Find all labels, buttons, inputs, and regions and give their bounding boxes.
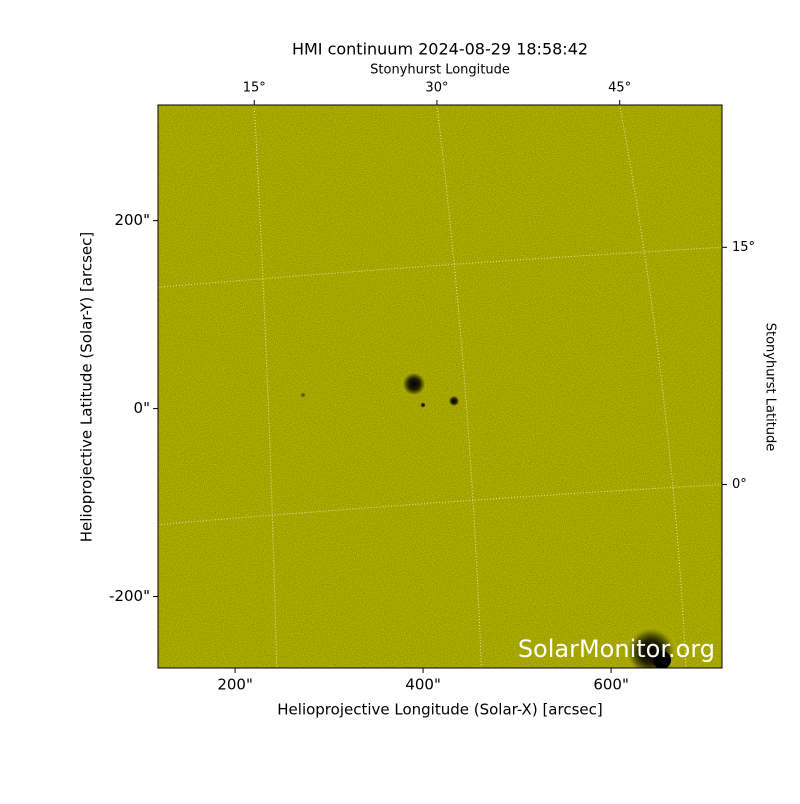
x2-tick-label: 45° — [608, 81, 631, 96]
longitude-grid-line — [436, 105, 482, 668]
watermark: SolarMonitor.org — [518, 635, 715, 663]
grid — [158, 105, 722, 668]
image-noise — [158, 105, 722, 668]
chart-title: HMI continuum 2024-08-29 18:58:42 — [292, 40, 588, 59]
x2-label: Stonyhurst Longitude — [370, 63, 510, 78]
y-tick-label: 0" — [134, 399, 150, 417]
y2-label: Stonyhurst Latitude — [763, 323, 778, 452]
y-label: Helioprojective Latitude (Solar-Y) [arcs… — [78, 232, 96, 542]
latitude-grid-line — [158, 246, 722, 288]
frame — [157, 104, 723, 669]
sunspots — [300, 371, 678, 668]
y2-tick-label: 0° — [732, 477, 747, 492]
longitude-grid-line — [253, 105, 278, 668]
x-tick-label: 200" — [217, 676, 253, 694]
x2-tick-label: 30° — [425, 81, 448, 96]
x-tick-label: 400" — [405, 676, 441, 694]
y2-tick-label: 15° — [732, 240, 755, 255]
y-tick-label: 200" — [114, 211, 150, 229]
x-label: Helioprojective Longitude (Solar-X) [arc… — [277, 701, 602, 719]
y-tick-label: -200" — [109, 587, 150, 605]
x2-tick-label: 15° — [243, 81, 266, 96]
x-tick-label: 600" — [593, 676, 629, 694]
latitude-grid-line — [158, 484, 722, 526]
